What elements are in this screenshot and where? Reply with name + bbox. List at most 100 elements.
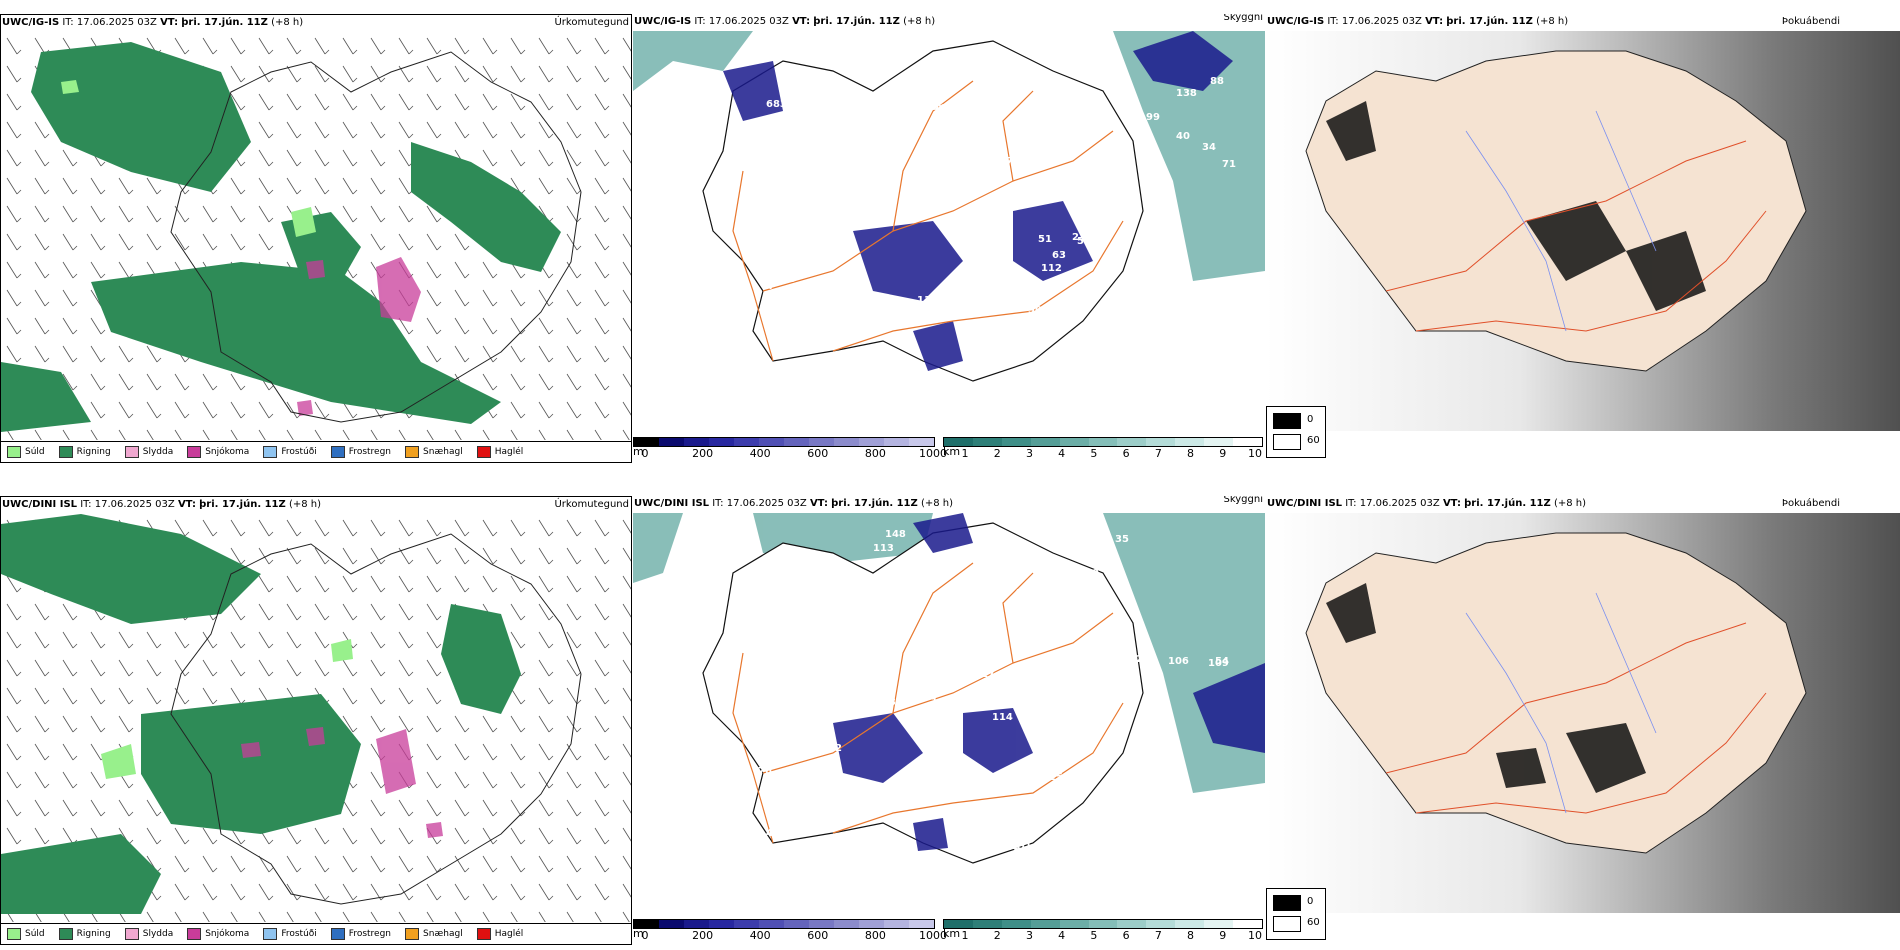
legend-swatch <box>263 446 278 458</box>
cloud-base-label: 148 <box>885 529 906 540</box>
legend-label: Snjókoma <box>205 447 250 457</box>
cloud-base-label: 683 <box>766 99 787 110</box>
low-cloud-area <box>723 31 1233 371</box>
cloud-base-label: 120 <box>1078 568 1099 579</box>
cloud-base-label: 125 <box>908 203 929 214</box>
colorbar-tick: 800 <box>864 929 886 942</box>
colorbar-tick: 0 <box>641 929 649 942</box>
legend-swatch <box>405 928 420 940</box>
cloud-base-label: 40 <box>933 103 947 114</box>
rain-area <box>1 514 521 914</box>
legend-swatch <box>187 928 202 940</box>
cloud-base-label: 188 <box>875 697 896 708</box>
legend-label: Frostúði <box>281 447 317 457</box>
fog-panel-2: UWC/DINI ISL IT: 17.06.2025 03Z VT: þri.… <box>1266 496 1900 945</box>
cloud-base-label: 69 <box>738 323 752 334</box>
issue-time: 17.06.2025 03Z <box>94 499 175 510</box>
road-network <box>732 562 1124 844</box>
fog-panel-1: UWC/IG-IS IT: 17.06.2025 03Z VT: þri. 17… <box>1266 14 1900 463</box>
legend-label: Frostregn <box>348 447 392 457</box>
cloud-base-label: 63 <box>1052 250 1066 261</box>
snow-area <box>241 727 443 838</box>
colorbar-tick: 600 <box>807 447 829 460</box>
cloud-base-label: 61 <box>1141 791 1155 802</box>
cloud-base-label: 82 <box>1133 795 1147 806</box>
cloud-base-label: 141 <box>752 703 773 714</box>
cloud-base-label: 53 <box>831 333 845 344</box>
colorbar-tick: 2 <box>993 929 1001 942</box>
colorbar-tick: 6 <box>1122 447 1130 460</box>
cloud-base-label: 44 <box>766 828 780 839</box>
legend-label: Snæhagl <box>423 447 463 457</box>
cloud-base-label: 42 <box>743 344 757 355</box>
fog-area <box>1326 583 1646 793</box>
fog-map <box>1266 31 1900 431</box>
colorbar-tick: 400 <box>749 929 771 942</box>
colorbar-tick: 7 <box>1154 929 1162 942</box>
visibility-map: 113 93 138 125 543 91 225 144 136 895 69 36 40 178 56 6… <box>633 31 1265 382</box>
colorbar-tick: 9 <box>1219 447 1227 460</box>
cloud-base-label: 41 <box>774 683 788 694</box>
lead-time: (+8 h) <box>288 499 322 510</box>
legend-item: Slydda <box>124 924 173 944</box>
colorbar-tick: 9 <box>1219 929 1227 942</box>
legend-item: Snæhagl <box>405 924 463 944</box>
panel-title: Skyggni <box>1223 496 1263 505</box>
coastline <box>702 522 1144 864</box>
cloud-base-label: 113 <box>873 543 894 554</box>
colorbar-tick: 1 <box>961 929 969 942</box>
cloud-base-label: 36 <box>817 310 831 321</box>
legend-item: Frostúði <box>263 442 317 462</box>
legend-item: Súld <box>7 924 45 944</box>
cloud-base-label: 54 <box>1215 656 1229 667</box>
colorbar-tick: 3 <box>1025 447 1033 460</box>
cloud-base-label: 91 <box>783 342 797 353</box>
cloud-base-label: 225 <box>921 101 942 112</box>
coastline <box>1305 532 1807 854</box>
cloud-base-label: 144 <box>972 133 993 144</box>
colorbar-tick: 800 <box>864 447 886 460</box>
legend-label: Súld <box>25 447 45 457</box>
legend-label: Rigning <box>76 929 111 939</box>
cloud-base-label: 233 <box>1072 232 1093 243</box>
panel-header: UWC/IG-IS IT: 17.06.2025 03Z VT: þri. 17… <box>1266 14 1900 30</box>
colorbar-tick: 5 <box>1090 929 1098 942</box>
fog-map <box>1266 513 1900 913</box>
precip-map <box>1 32 631 440</box>
cloud-base-label: 60 <box>806 153 820 164</box>
cloud-base-label: 106 <box>1168 656 1189 667</box>
cloud-base-label: 135 <box>1161 302 1182 313</box>
cloud-base-label: 51 <box>1038 234 1052 245</box>
cloud-base-label: 543 <box>1034 117 1055 128</box>
cloud-base-label: 198 <box>764 636 785 647</box>
legend-label: Rigning <box>76 447 111 457</box>
legend-item: Haglél <box>476 924 524 944</box>
cloud-base-label: 11 <box>917 295 931 306</box>
cloud-base-label: 35 <box>937 793 951 804</box>
cloud-base-label: 40 <box>1176 131 1190 142</box>
cloud-base-label: 170 <box>1008 597 1029 608</box>
cloud-base-label: 42 <box>1129 654 1143 665</box>
legend-swatch <box>476 446 491 458</box>
road-network <box>732 80 1124 362</box>
cloud-base-label: 35 <box>1115 534 1129 545</box>
cloudbase-colorbar: m 0 200 400 600 800 1000 <box>633 437 947 463</box>
model-name: UWC/DINI ISL <box>2 499 78 510</box>
precip-legend: Súld Rigning Slydda Snjókoma Frostúði Frostre… <box>1 441 631 462</box>
legend-item: Snæhagl <box>405 442 463 462</box>
cloud-base-label: 62 <box>830 103 844 114</box>
cloud-base-label: 55 <box>860 141 874 152</box>
road-network <box>1385 140 1767 332</box>
legend-swatch <box>124 446 139 458</box>
precip-type-panel-2: UWC/DINI ISL IT: 17.06.2025 03Z VT: þri.… <box>0 496 632 945</box>
visibility-map: 148 120 109 147 114 108 486 403 141 170 117 44 113 18… <box>633 513 1265 864</box>
coastline <box>170 51 582 423</box>
legend-swatch <box>58 928 73 940</box>
cloud-base-label: 93 <box>758 169 772 180</box>
cloud-base-label: 50 <box>1028 305 1042 316</box>
road-network <box>1385 622 1767 814</box>
cloud-base-label: 42 <box>828 743 842 754</box>
legend-label: Haglél <box>494 929 524 939</box>
cloud-base-label: 117 <box>974 669 995 680</box>
colorbar-tick: 600 <box>807 929 829 942</box>
